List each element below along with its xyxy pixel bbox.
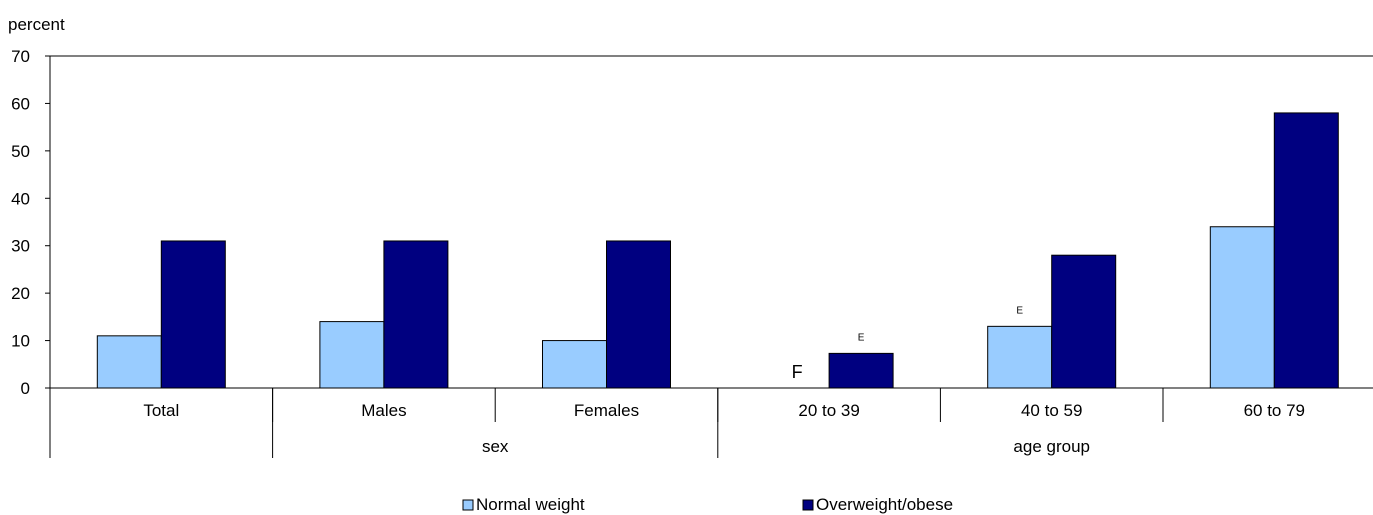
chart-flag-labels: F E E — [792, 305, 1024, 382]
category-label: 20 to 39 — [798, 401, 859, 420]
bar — [160, 240, 226, 389]
y-tick-label: 70 — [11, 47, 30, 66]
bar — [987, 325, 1053, 389]
bar — [96, 335, 162, 389]
y-tick-label: 20 — [11, 284, 30, 303]
bar — [542, 340, 607, 389]
bar-flag-label: E — [1016, 305, 1023, 316]
y-tick-label: 50 — [11, 142, 30, 161]
y-axis-label: percent — [8, 15, 65, 34]
category-label: 60 to 79 — [1244, 401, 1305, 420]
bar-flag-label: F — [792, 362, 803, 382]
y-tick-label: 60 — [11, 94, 30, 113]
y-tick-label: 40 — [11, 189, 30, 208]
bar — [606, 240, 671, 389]
group-label: sex — [482, 437, 509, 456]
bar — [319, 321, 385, 389]
chart-bars — [96, 112, 1339, 389]
bar-flag-label: E — [858, 332, 865, 343]
legend-label: Normal weight — [476, 495, 585, 514]
y-tick-label: 0 — [21, 379, 30, 398]
y-tick-label: 10 — [11, 332, 30, 351]
bar — [828, 352, 894, 389]
chart-category-labels: Total Males Females 20 to 39 40 to 59 60 to 7… — [143, 401, 1305, 456]
group-label: age group — [1013, 437, 1090, 456]
legend-swatch — [802, 499, 814, 511]
bar — [1273, 112, 1339, 389]
chart-axes: 0 10 20 30 40 50 60 70 — [11, 47, 1373, 458]
category-label: Females — [574, 401, 639, 420]
chart-legend: Normal weight Overweight/obese — [462, 495, 953, 514]
category-label: Total — [143, 401, 179, 420]
legend-label: Overweight/obese — [816, 495, 953, 514]
legend-swatch — [462, 499, 474, 511]
bar — [383, 240, 449, 389]
y-tick-label: 30 — [11, 237, 30, 256]
bar — [1209, 226, 1275, 389]
category-label: 40 to 59 — [1021, 401, 1082, 420]
bar — [1051, 254, 1117, 389]
category-label: Males — [361, 401, 406, 420]
